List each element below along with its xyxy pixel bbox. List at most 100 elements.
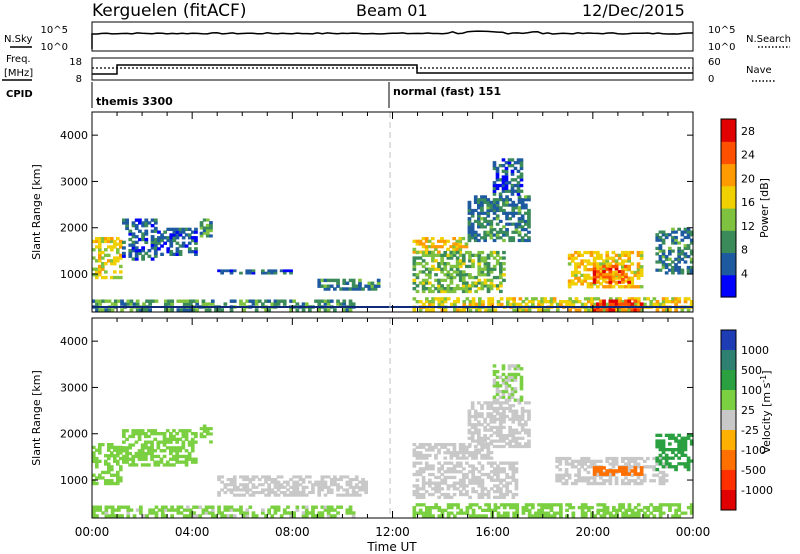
echo-cell-9 <box>508 211 512 215</box>
echo-cell-9 <box>621 514 625 518</box>
echo-cell-9 <box>580 508 585 512</box>
echo-cell-1 <box>125 437 129 441</box>
echo-cell-8 <box>492 370 497 374</box>
power-colorbar-block <box>721 185 736 209</box>
echo-cell-1 <box>137 449 142 453</box>
echo-cell-0 <box>98 448 102 452</box>
echo-cell-8 <box>480 287 485 291</box>
echo-cell-3 <box>201 508 206 512</box>
echo-cell-9 <box>467 236 472 240</box>
echo-cell-11 <box>431 308 435 312</box>
echo-cell-11 <box>425 308 429 312</box>
echo-cell-3 <box>279 514 284 518</box>
echo-cell-15 <box>668 249 672 253</box>
echo-cell-3 <box>205 229 210 233</box>
echo-cell-12 <box>617 273 622 277</box>
echo-cell-1 <box>181 429 186 433</box>
velocity-colorbar-tick: -100 <box>741 444 766 457</box>
echo-cell-6 <box>415 470 420 474</box>
echo-cell-11 <box>686 308 691 312</box>
echo-cell-11 <box>571 302 576 306</box>
echo-cell-12 <box>658 448 663 452</box>
echo-cell-4 <box>276 480 281 484</box>
echo-cell-10 <box>507 189 512 193</box>
echo-cell-10 <box>495 175 500 179</box>
echo-cell-9 <box>498 219 503 223</box>
echo-cell-7 <box>511 412 516 416</box>
echo-cell-4 <box>317 491 322 495</box>
echo-cell-0 <box>119 253 123 257</box>
echo-cell-4 <box>195 308 199 312</box>
echo-cell-0 <box>98 476 102 480</box>
echo-cell-8 <box>471 259 475 263</box>
echo-cell-9 <box>583 506 588 510</box>
echo-cell-8 <box>446 284 451 288</box>
echo-cell-10 <box>519 166 524 171</box>
echo-cell-10 <box>664 465 669 469</box>
echo-cell-6 <box>505 484 509 488</box>
echo-cell-9 <box>524 195 528 199</box>
echo-cell-1 <box>172 446 176 450</box>
echo-cell-1 <box>134 246 139 250</box>
echo-cell-12 <box>639 265 644 269</box>
echo-cell-7 <box>486 404 491 408</box>
echo-cell-6 <box>424 464 429 468</box>
echo-cell-9 <box>520 228 525 232</box>
echo-cell-12 <box>624 285 628 289</box>
echo-cell-11 <box>674 297 678 301</box>
echo-cell-9 <box>640 508 644 512</box>
echo-cell-9 <box>480 211 484 215</box>
echo-cell-10 <box>501 178 506 182</box>
echo-cell-6 <box>468 478 472 482</box>
echo-cell-7 <box>527 414 531 419</box>
echo-cell-5 <box>418 445 423 449</box>
echo-cell-1 <box>137 451 142 456</box>
echo-cell-1 <box>125 429 129 433</box>
echo-cell-0 <box>119 264 123 269</box>
echo-cell-12 <box>611 273 616 277</box>
echo-cell-6 <box>458 478 463 482</box>
echo-cell-8 <box>486 264 491 269</box>
echo-cell-3 <box>345 511 350 515</box>
echo-cell-1 <box>184 432 189 436</box>
echo-cell-1 <box>150 235 155 239</box>
echo-cell-2 <box>169 241 174 245</box>
echo-cell-9 <box>502 203 506 207</box>
echo-cell-7 <box>489 442 494 446</box>
echo-cell-7 <box>480 436 484 440</box>
echo-cell-10 <box>608 476 613 480</box>
echo-cell-7 <box>520 417 525 421</box>
echo-cell-7 <box>511 420 516 424</box>
echo-cell-9 <box>473 200 478 204</box>
echo-cell-10 <box>592 459 597 463</box>
echo-cell-12 <box>611 250 616 255</box>
echo-cell-14 <box>617 299 622 303</box>
echo-cell-9 <box>668 503 672 507</box>
echo-cell-9 <box>418 511 423 515</box>
echo-cell-9 <box>492 238 497 243</box>
echo-cell-12 <box>636 285 641 289</box>
echo-cell-8 <box>483 264 488 269</box>
echo-cell-14 <box>627 302 631 306</box>
echo-cell-9 <box>415 511 420 515</box>
echo-cell-10 <box>642 479 647 483</box>
echo-cell-8 <box>412 262 417 266</box>
echo-cell-10 <box>564 462 569 466</box>
velocity-colorbar-block <box>721 490 736 511</box>
echo-cell-10 <box>495 186 500 191</box>
echo-cell-12 <box>633 285 638 289</box>
echo-cell-6 <box>373 284 378 288</box>
echo-cell-12 <box>567 282 572 286</box>
echo-cell-7 <box>483 420 487 424</box>
echo-cell-9 <box>477 198 481 202</box>
echo-cell-10 <box>636 456 641 461</box>
echo-cell-1 <box>128 243 133 247</box>
echo-cell-3 <box>329 505 334 509</box>
echo-cell-9 <box>559 511 563 515</box>
echo-cell-12 <box>680 436 685 440</box>
echo-cell-4 <box>104 299 109 303</box>
echo-cell-0 <box>107 445 111 450</box>
echo-cell-6 <box>489 461 494 465</box>
echo-cell-9 <box>686 506 691 510</box>
echo-cell-12 <box>677 433 681 437</box>
